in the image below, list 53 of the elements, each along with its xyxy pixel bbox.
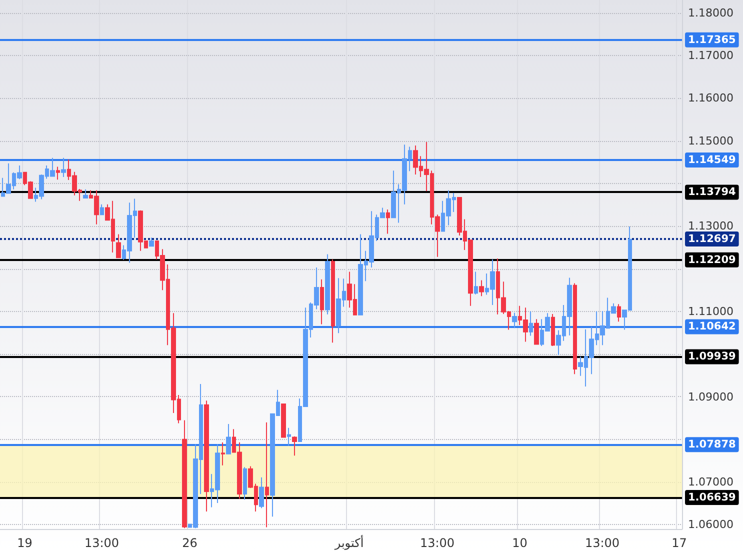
- ref-line-label: 1.09939: [688, 350, 736, 363]
- candlestick: [551, 313, 555, 346]
- y-tick-label: 1.07000: [688, 476, 734, 489]
- ref-line-label: 1.14549: [688, 154, 736, 166]
- candlestick: [320, 278, 324, 325]
- candlestick: [479, 280, 484, 297]
- candlestick: [573, 282, 577, 375]
- ref-line-label: 1.07878: [688, 438, 736, 451]
- candlestick: [149, 237, 154, 248]
- candlestick: [534, 318, 539, 345]
- ref-line-label: 1.06639: [688, 491, 736, 504]
- ref-line-label: 1.12697: [688, 233, 736, 246]
- candlestick: [100, 204, 104, 216]
- ref-line-label: 1.10642: [688, 320, 736, 333]
- y-tick-label: 1.13000: [688, 220, 734, 233]
- candlestick: [287, 427, 291, 446]
- ref-line-label: 1.13794: [688, 186, 736, 198]
- candlestick: [56, 166, 60, 180]
- candlestick: [221, 442, 225, 466]
- candlestick: [116, 234, 121, 258]
- x-tick-label: 10: [512, 536, 528, 550]
- candlestick: [259, 476, 264, 509]
- candlestick: [204, 400, 209, 512]
- y-tick-label: 1.16000: [688, 92, 734, 105]
- candlestick: [61, 157, 66, 178]
- candlestick: [292, 436, 297, 456]
- candlestick: [265, 422, 269, 528]
- x-tick-label: 13:00: [584, 536, 620, 550]
- y-tick-label: 1.17000: [688, 48, 734, 62]
- x-tick-label: أكتوبر: [334, 535, 364, 550]
- candlestick: [243, 466, 247, 500]
- y-tick-label: 1.11000: [688, 304, 734, 318]
- candlestick: [474, 271, 478, 295]
- candlestick: [83, 188, 88, 198]
- candlestick: [281, 403, 286, 438]
- ref-line-label: 1.12209: [688, 254, 736, 266]
- candlestick: [529, 310, 533, 336]
- candlestick: [617, 304, 621, 322]
- x-tick-label: 13:00: [420, 536, 455, 550]
- y-tick-label: 1.18000: [688, 6, 734, 20]
- x-tick-label: 19: [17, 536, 32, 550]
- x-tick-label: 13:00: [84, 536, 120, 550]
- y-tick-label: 1.09000: [688, 390, 734, 404]
- candlestick: [386, 208, 390, 234]
- x-tick-label: 17: [672, 536, 687, 550]
- x-tick-label: 26: [182, 536, 198, 550]
- candlestick: [512, 312, 517, 329]
- y-tick-label: 1.15000: [688, 134, 734, 148]
- candlestick: [331, 258, 335, 344]
- candlestick: [226, 424, 231, 454]
- y-tick-label: 1.06000: [688, 518, 734, 532]
- ref-line-label: 1.17365: [688, 34, 736, 46]
- candlestick: [325, 254, 330, 315]
